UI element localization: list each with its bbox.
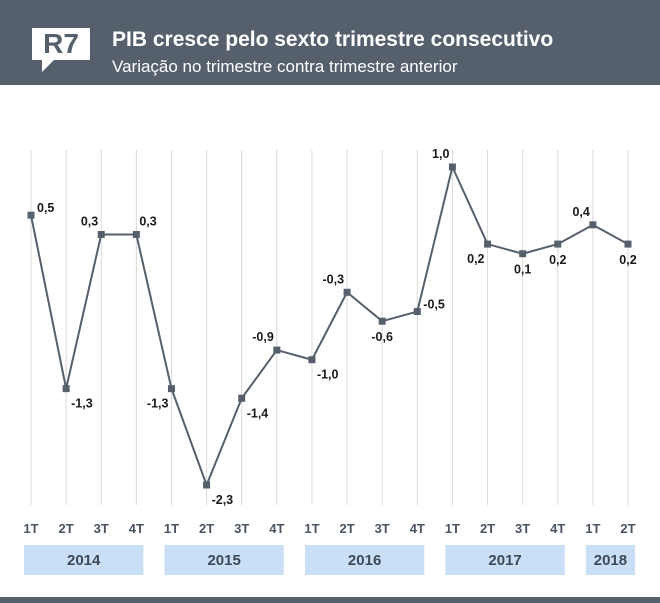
data-point xyxy=(448,163,456,171)
data-point xyxy=(343,288,351,296)
data-point xyxy=(624,240,632,248)
data-label: -0,5 xyxy=(423,298,445,312)
year-band xyxy=(24,545,144,575)
x-tick-label: 1T xyxy=(585,521,600,536)
year-bands: 2014 2015 2016 2017 2018 xyxy=(24,545,635,575)
x-tick-label: 1T xyxy=(445,521,460,536)
data-label: -1,3 xyxy=(147,397,169,411)
chart-subtitle: Variação no trimestre contra trimestre a… xyxy=(112,57,458,76)
data-point xyxy=(27,211,35,219)
x-tick-labels: 1T 2T 3T 4T 1T 2T 3T 4T 1T 2T 3T 4T 1T 2T 3T 4T 1T 2T xyxy=(23,521,635,536)
year-label: 2015 xyxy=(207,552,240,569)
data-point xyxy=(519,250,527,258)
data-label: 0,2 xyxy=(619,253,636,267)
year-band xyxy=(164,545,284,575)
chart-title: PIB cresce pelo sexto trimestre consecut… xyxy=(112,28,554,51)
data-point xyxy=(308,356,316,364)
data-point xyxy=(413,308,421,316)
year-label: 2017 xyxy=(488,552,521,569)
x-tick-label: 4T xyxy=(410,521,425,536)
year-band xyxy=(304,545,425,575)
data-label: 0,3 xyxy=(81,214,98,228)
year-label: 2018 xyxy=(594,552,627,569)
x-tick-label: 2T xyxy=(199,521,214,536)
data-label: -1,0 xyxy=(317,368,339,382)
data-label: -0,6 xyxy=(371,330,393,344)
series-line-path xyxy=(30,166,629,486)
year-band xyxy=(585,545,635,575)
header-bar: R7 PIB cresce pelo sexto trimestre conse… xyxy=(0,0,660,85)
x-tick-label: 2T xyxy=(480,521,495,536)
data-label: 0,2 xyxy=(467,252,484,266)
logo-text: R7 xyxy=(43,28,79,59)
data-point xyxy=(554,240,562,248)
x-tick-label: 4T xyxy=(129,521,144,536)
x-tick-label: 3T xyxy=(375,521,390,536)
data-point xyxy=(589,221,597,229)
data-point xyxy=(167,385,175,393)
x-tick-label: 2T xyxy=(620,521,635,536)
gridlines xyxy=(30,150,629,505)
x-tick-label: 2T xyxy=(59,521,74,536)
data-label: -0,9 xyxy=(252,330,274,344)
data-points xyxy=(27,163,632,489)
data-label: -1,4 xyxy=(247,406,269,420)
data-point xyxy=(273,346,281,354)
data-point xyxy=(378,317,386,325)
year-band xyxy=(445,545,565,575)
data-label: -2,3 xyxy=(212,493,234,507)
data-labels: 0,5 -1,3 0,3 0,3 -1,3 -2,3 -1,4 -0,9 -1,0 -0,3 -0,… xyxy=(37,147,637,507)
x-tick-label: 4T xyxy=(269,521,284,536)
data-point xyxy=(203,481,211,489)
x-tick-label: 3T xyxy=(94,521,109,536)
data-label: 0,1 xyxy=(514,263,531,277)
data-label: -0,3 xyxy=(323,272,345,286)
data-label: 0,5 xyxy=(37,201,54,215)
data-label: 1,0 xyxy=(432,147,449,161)
data-point xyxy=(97,230,105,238)
x-tick-label: 2T xyxy=(339,521,354,536)
data-point xyxy=(484,240,492,248)
data-label: 0,2 xyxy=(549,253,566,267)
r7-logo: R7 xyxy=(32,28,90,72)
data-label: -1,3 xyxy=(71,397,93,411)
series-line xyxy=(30,166,629,486)
footer-bar xyxy=(0,597,660,603)
data-label: 0,4 xyxy=(572,205,589,219)
line-chart: 2014 2015 2016 2017 2018 0,5 -1,3 0,3 0,3 -1,3 -2… xyxy=(23,147,637,575)
data-point xyxy=(132,230,140,238)
year-label: 2014 xyxy=(67,552,101,569)
year-label: 2016 xyxy=(348,552,381,569)
x-tick-label: 1T xyxy=(304,521,319,536)
x-tick-label: 4T xyxy=(550,521,565,536)
x-tick-label: 1T xyxy=(164,521,179,536)
x-tick-label: 3T xyxy=(515,521,530,536)
data-point xyxy=(62,385,70,393)
data-point xyxy=(238,394,246,402)
x-tick-label: 1T xyxy=(23,521,38,536)
x-tick-label: 3T xyxy=(234,521,249,536)
data-label: 0,3 xyxy=(139,214,156,228)
